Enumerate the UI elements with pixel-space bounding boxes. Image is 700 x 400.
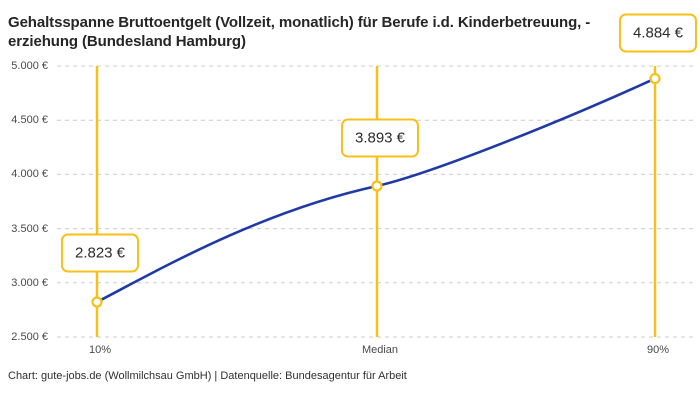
value-label-90: 4.884 € xyxy=(618,13,698,53)
y-axis-tick-label-4500: 4.500 € xyxy=(11,114,48,127)
data-point-median xyxy=(371,180,383,192)
chart-title: Gehaltsspanne Bruttoentgelt (Vollzeit, m… xyxy=(8,14,591,51)
x-axis-tick-label-median: Median xyxy=(361,344,399,356)
value-label-10: 2.823 € xyxy=(60,233,140,273)
y-axis-tick-label-3000: 3.000 € xyxy=(11,276,48,289)
y-axis-tick-label-5000: 5.000 € xyxy=(11,60,48,72)
data-point-10 xyxy=(91,296,103,308)
value-label-median: 3.893 € xyxy=(340,118,420,158)
chart-credit: Chart: gute-jobs.de (Wollmilchsau GmbH) … xyxy=(8,370,407,382)
y-axis-tick-label-3500: 3.500 € xyxy=(11,222,48,235)
x-axis-tick-label-10: 10% xyxy=(88,344,112,356)
y-axis-tick-label-2500: 2.500 € xyxy=(11,331,48,343)
y-axis-tick-label-4000: 4.000 € xyxy=(11,168,48,181)
data-point-90 xyxy=(649,72,661,85)
x-axis-tick-label-90: 90% xyxy=(646,344,670,356)
